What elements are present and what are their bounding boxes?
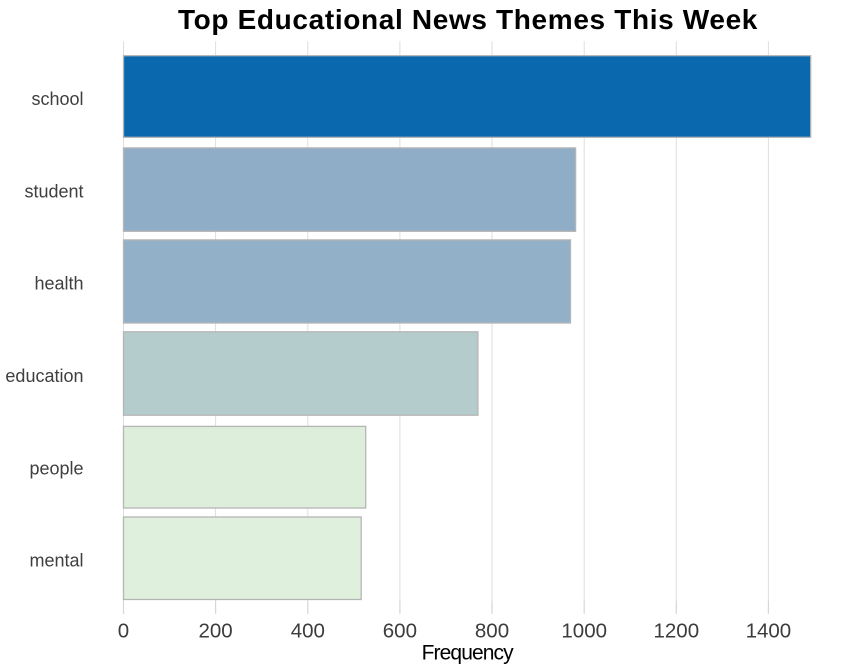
svg-text:health: health — [34, 274, 83, 294]
svg-text:Top Educational News Themes Th: Top Educational News Themes This Week — [178, 4, 758, 35]
svg-text:mental: mental — [29, 551, 83, 571]
svg-text:600: 600 — [383, 620, 417, 643]
svg-text:school: school — [31, 89, 83, 109]
svg-text:people: people — [29, 458, 83, 478]
svg-text:1200: 1200 — [653, 620, 699, 643]
svg-text:1000: 1000 — [561, 620, 607, 643]
svg-text:0: 0 — [118, 620, 129, 643]
svg-text:800: 800 — [475, 620, 509, 643]
svg-text:400: 400 — [291, 620, 325, 643]
svg-text:Frequency: Frequency — [422, 642, 515, 665]
svg-text:education: education — [5, 366, 83, 386]
svg-text:student: student — [24, 181, 83, 201]
svg-text:1400: 1400 — [746, 620, 792, 643]
svg-text:200: 200 — [198, 620, 232, 643]
